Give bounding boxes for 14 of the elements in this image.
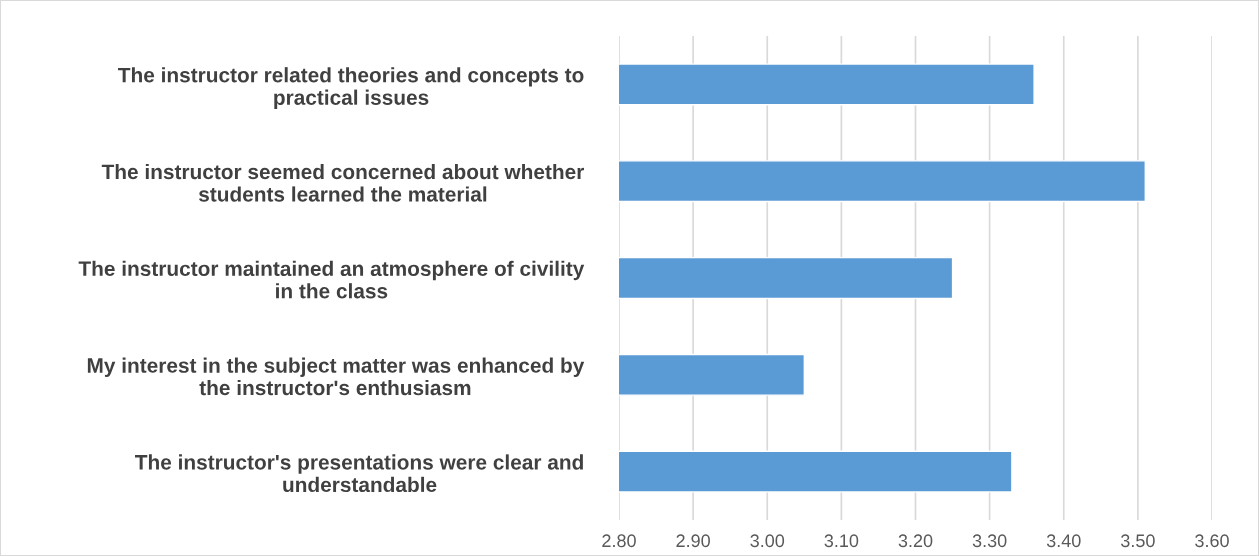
x-tick-label: 3.20 xyxy=(898,534,933,548)
y-tick-label: My interest in the subject matter was enhanced by the instructor's enthusiasm xyxy=(87,357,585,396)
x-tick-label: 3.50 xyxy=(1120,534,1155,548)
x-tick-label: 3.10 xyxy=(824,534,859,548)
x-tick-label: 3.00 xyxy=(750,534,785,548)
y-tick-label: The instructor maintained an atmosphere of civility in the class xyxy=(78,260,585,299)
y-tick-label: The instructor's presentations were clear and understandable xyxy=(135,454,583,493)
x-tick-label: 3.40 xyxy=(1046,534,1081,548)
y-tick-label: The instructor related theories and concepts to practical issues xyxy=(118,67,584,109)
x-tick-label: 2.90 xyxy=(676,534,710,548)
y-tick-label: The instructor seemed concerned about whether students learned the material xyxy=(101,163,584,202)
x-tick-label: 3.60 xyxy=(1195,534,1229,548)
x-tick-label: 3.30 xyxy=(972,534,1007,548)
x-tick-label: 2.80 xyxy=(602,534,636,548)
